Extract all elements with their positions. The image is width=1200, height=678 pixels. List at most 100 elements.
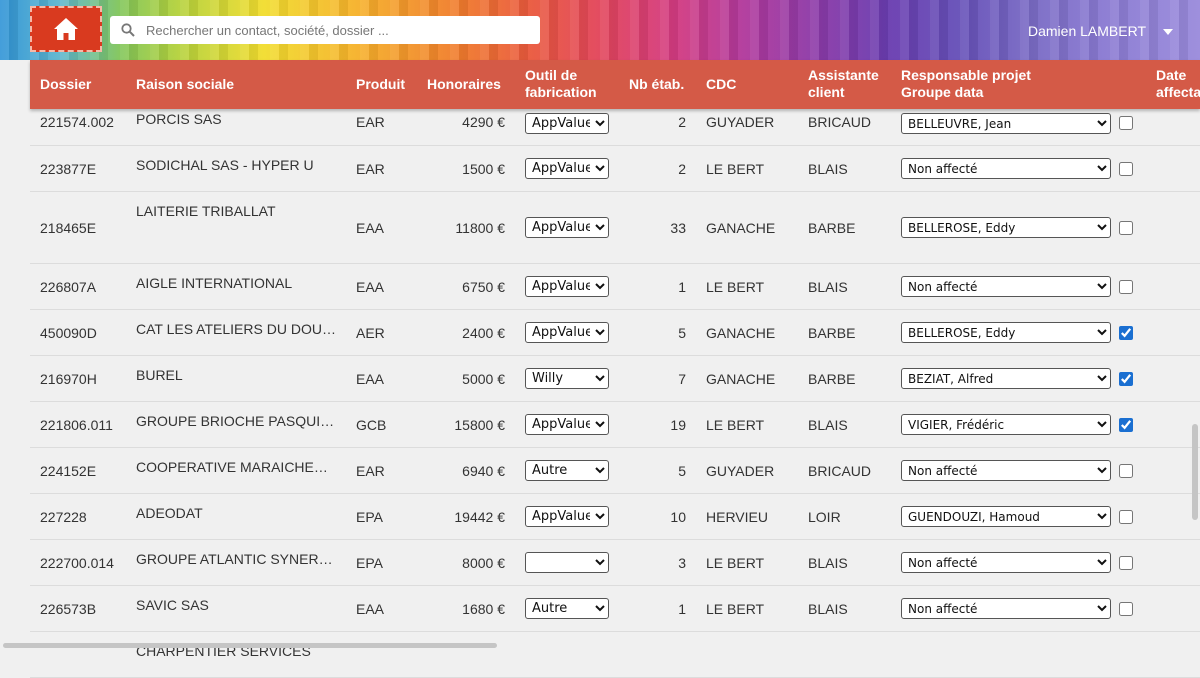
table-row[interactable]: 223877E SODICHAL SAS - HYPER U EAR 1500 € Ap… [30,146,1200,192]
cell-dossier: 218465E [40,220,97,236]
table-row[interactable]: CHARPENTIER SERVICES [30,632,1200,678]
responsable-projet-select[interactable]: Non affecté [901,460,1111,481]
responsable-projet-select[interactable]: GUENDOUZI, Hamoud [901,506,1111,527]
home-button[interactable] [30,6,102,52]
table-row[interactable]: 222700.014 GROUPE ATLANTIC SYNERGY EPA 8000… [30,540,1200,586]
cell-produit: EAR [356,161,385,177]
cell-produit: EAR [356,463,385,479]
outil-fabrication-select[interactable]: AppValue [525,414,609,435]
outil-fabrication-select[interactable]: Autre [525,598,609,619]
groupe-data-checkbox[interactable] [1119,418,1133,432]
groupe-data-checkbox[interactable] [1119,280,1133,294]
table-row[interactable]: 218465E LAITERIE TRIBALLAT EAA 11800 € AppVa… [30,192,1200,264]
responsable-projet-select[interactable]: BELLEROSE, Eddy [901,217,1111,238]
cell-honoraires: 5000 € [462,371,505,387]
responsable-projet-select[interactable]: BELLEROSE, Eddy [901,322,1111,343]
groupe-data-checkbox[interactable] [1119,116,1133,130]
responsable-projet-select[interactable]: Non affecté [901,598,1111,619]
table-row[interactable]: 216970H BUREL EAA 5000 € Willy 7 GANACHE BARBE B… [30,356,1200,402]
cell-cdc: LE BERT [706,161,765,177]
cell-assistante: BLAIS [808,279,848,295]
horizontal-scrollbar[interactable] [3,643,497,648]
responsable-projet-select[interactable]: VIGIER, Frédéric [901,414,1111,435]
cell-produit: EPA [356,555,383,571]
groupe-data-checkbox[interactable] [1119,510,1133,524]
cell-cdc: LE BERT [706,279,765,295]
cell-assistante: BARBE [808,220,856,236]
cell-dossier: 216970H [40,371,97,387]
groupe-data-checkbox[interactable] [1119,372,1133,386]
responsable-projet-select[interactable]: BELLEUVRE, Jean [901,113,1111,134]
table-row[interactable]: 227228 ADEODAT EPA 19442 € AppValue 10 HERVIEU… [30,494,1200,540]
cell-nb-etab: 2 [678,161,686,177]
outil-fabrication-select[interactable]: AppValue [525,506,609,527]
outil-fabrication-select[interactable]: AppValue [525,217,609,238]
cell-raison-sociale: GROUPE BRIOCHE PASQUIER [136,413,336,429]
col-nb-etab[interactable]: Nb étab. [629,76,685,92]
outil-fabrication-select[interactable]: AppValue [525,276,609,297]
user-name[interactable]: Damien LAMBERT [1028,23,1147,39]
top-banner: Damien LAMBERT [0,0,1200,60]
groupe-data-checkbox[interactable] [1119,326,1133,340]
col-dossier[interactable]: Dossier [40,76,92,92]
cell-produit: EAR [356,114,385,130]
groupe-data-checkbox[interactable] [1119,162,1133,176]
cell-assistante: BARBE [808,371,856,387]
cell-dossier: 221574.002 [40,114,114,130]
responsable-projet-select[interactable]: BEZIAT, Alfred [901,368,1111,389]
table-row[interactable]: 450090D CAT LES ATELIERS DU DOU… AER 2400 €… [30,310,1200,356]
cell-raison-sociale: CAT LES ATELIERS DU DOU… [136,321,336,337]
cell-honoraires: 6750 € [462,279,505,295]
responsable-projet-select[interactable]: Non affecté [901,552,1111,573]
table-row[interactable]: 221806.011 GROUPE BRIOCHE PASQUIER GCB 1580… [30,402,1200,448]
responsable-projet-select[interactable]: Non affecté [901,276,1111,297]
groupe-data-checkbox[interactable] [1119,556,1133,570]
table-row[interactable]: 221574.002 PORCIS SAS EAR 4290 € AppValue 2 GU… [30,100,1200,146]
col-assistante[interactable]: Assistante client [808,67,879,101]
responsable-projet-select[interactable]: Non affecté [901,158,1111,179]
col-responsable[interactable]: Responsable projet Groupe data [901,67,1031,101]
cell-dossier: 223877E [40,161,97,177]
col-date-affectation[interactable]: Date affecta [1156,67,1200,101]
vertical-scrollbar[interactable] [1192,424,1198,520]
cell-assistante: BLAIS [808,555,848,571]
cell-honoraires: 4290 € [462,114,505,130]
cell-honoraires: 1680 € [462,601,505,617]
outil-fabrication-select[interactable]: AppValue [525,322,609,343]
cell-nb-etab: 3 [678,555,686,571]
col-produit[interactable]: Produit [356,76,405,92]
cell-produit: EAA [356,220,385,236]
search-input[interactable] [144,21,528,39]
cell-raison-sociale: COOPERATIVE MARAICHER… [136,459,336,475]
cell-produit: GCB [356,417,387,433]
table-row[interactable]: 226573B SAVIC SAS EAA 1680 € Autre 1 LE BERT BL… [30,586,1200,632]
outil-fabrication-select[interactable]: Willy [525,368,609,389]
table-row[interactable]: 226807A AIGLE INTERNATIONAL EAA 6750 € AppVa… [30,264,1200,310]
cell-nb-etab: 5 [678,325,686,341]
cell-cdc: GUYADER [706,114,775,130]
cell-raison-sociale: ADEODAT [136,505,203,521]
cell-cdc: GUYADER [706,463,775,479]
col-raison-sociale[interactable]: Raison sociale [136,76,235,92]
col-honoraires[interactable]: Honoraires [427,76,501,92]
cell-raison-sociale: PORCIS SAS [136,111,222,127]
col-outil[interactable]: Outil de fabrication [525,67,597,101]
outil-fabrication-select[interactable]: Autre [525,460,609,481]
groupe-data-checkbox[interactable] [1119,221,1133,235]
search-box[interactable] [110,16,540,44]
cell-honoraires: 2400 € [462,325,505,341]
cell-honoraires: 6940 € [462,463,505,479]
col-cdc[interactable]: CDC [706,76,737,92]
outil-fabrication-select[interactable]: AppValue [525,113,609,134]
col-date-line2: affecta [1156,84,1200,100]
cell-raison-sociale: GROUPE ATLANTIC SYNERGY [136,551,336,567]
outil-fabrication-select[interactable]: AppValue [525,158,609,179]
chevron-down-icon[interactable] [1163,29,1173,35]
groupe-data-checkbox[interactable] [1119,464,1133,478]
cell-honoraires: 15800 € [454,417,505,433]
cell-raison-sociale: SODICHAL SAS - HYPER U [136,157,314,173]
groupe-data-checkbox[interactable] [1119,602,1133,616]
outil-fabrication-select[interactable] [525,552,609,573]
cell-raison-sociale: BUREL [136,367,183,383]
table-row[interactable]: 224152E COOPERATIVE MARAICHER… EAR 6940 € Au… [30,448,1200,494]
